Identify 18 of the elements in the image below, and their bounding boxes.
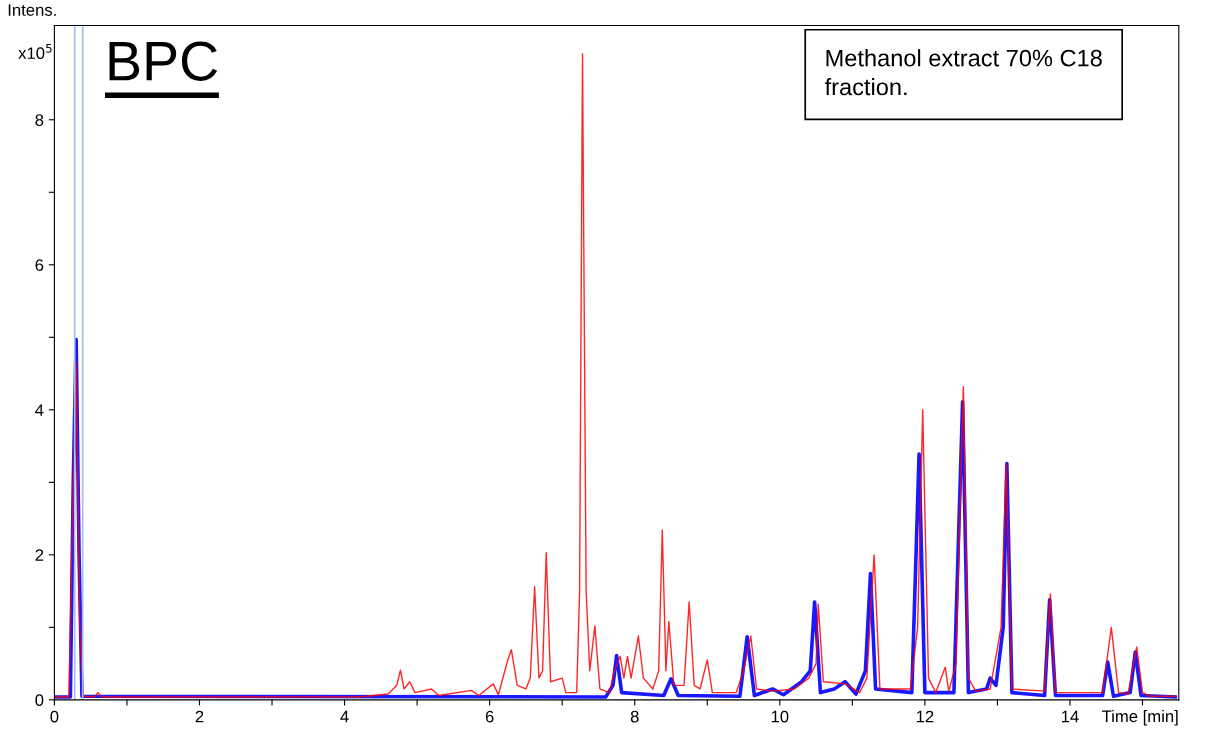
x-tick-label: 8 xyxy=(630,710,639,723)
y-tick-label: 8 xyxy=(35,114,44,126)
y-tick-label: 6 xyxy=(35,259,44,271)
x-axis-title: Time [min] xyxy=(1102,709,1178,726)
x-tick-label: 12 xyxy=(916,710,934,723)
annotation: BPC xyxy=(109,41,218,81)
y-tick-label: 4 xyxy=(35,404,44,416)
x-tick-label: 0 xyxy=(50,710,59,723)
annotation: Methanol extract 70% C18 fraction. xyxy=(824,49,1102,96)
x-tick-label: 2 xyxy=(195,710,204,723)
text: x10$^{5}$ xyxy=(18,43,52,60)
x-tick-label: 14 xyxy=(1061,710,1079,723)
x-tick-label: 4 xyxy=(340,710,349,723)
x-tick-label: 10 xyxy=(771,710,789,723)
y-tick-label: 0 xyxy=(35,694,44,707)
y-tick-label: 2 xyxy=(35,549,44,561)
y-axis-title: Intens. xyxy=(8,4,56,16)
x-tick-label: 6 xyxy=(485,710,494,723)
